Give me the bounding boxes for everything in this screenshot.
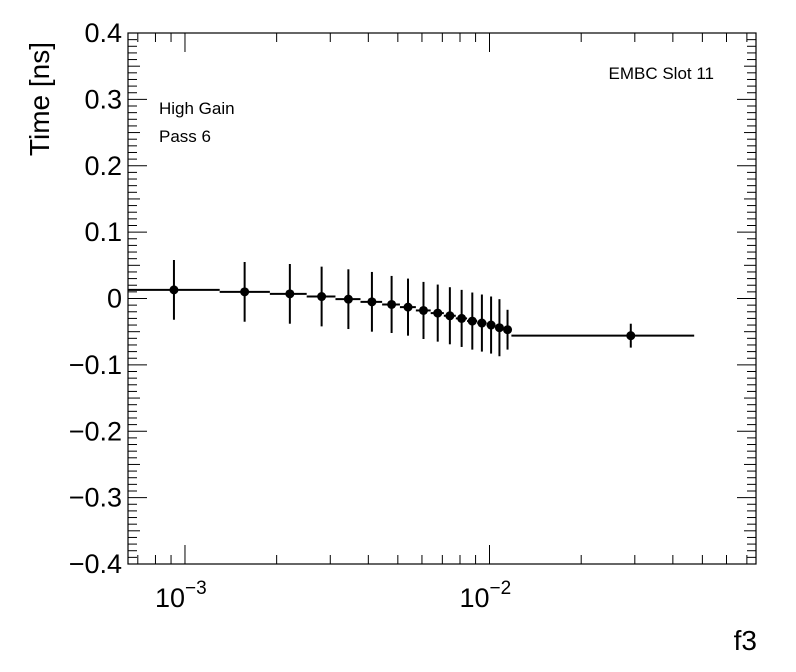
data-point bbox=[169, 285, 179, 295]
data-point bbox=[467, 316, 477, 326]
data-point bbox=[626, 331, 636, 341]
x-tick-base: 10 bbox=[460, 583, 490, 613]
y-tick-label: −0.2 bbox=[69, 416, 122, 446]
data-marks-group bbox=[128, 260, 695, 357]
x-tick-base: 10 bbox=[155, 583, 185, 613]
y-tick-label: 0.3 bbox=[84, 84, 122, 114]
data-point bbox=[457, 313, 467, 323]
data-point bbox=[486, 320, 496, 330]
x-tick-exponent: −2 bbox=[490, 578, 512, 599]
x-axis-title: f3 bbox=[734, 625, 757, 656]
data-point bbox=[477, 318, 487, 328]
y-tick-label: 0.2 bbox=[84, 151, 122, 181]
data-point bbox=[494, 323, 504, 333]
y-tick-label: −0.3 bbox=[69, 483, 122, 513]
x-tick-label: 10−2 bbox=[460, 578, 512, 613]
y-tick-label: 0 bbox=[107, 284, 122, 314]
annotation-high-gain: High Gain bbox=[159, 99, 235, 118]
text-group: High Gain Pass 6 EMBC Slot 11 f3 Time [n… bbox=[24, 42, 757, 656]
y-tick-label: −0.4 bbox=[69, 549, 122, 579]
y-tick-label: −0.1 bbox=[69, 350, 122, 380]
annotation-pass: Pass 6 bbox=[159, 127, 211, 146]
y-tick-label: 0.4 bbox=[84, 18, 122, 48]
y-axis-title: Time [ns] bbox=[24, 42, 55, 156]
data-point bbox=[343, 294, 353, 304]
axes-group: −0.4−0.3−0.2−0.100.10.20.30.410−3 10−2 bbox=[69, 18, 757, 613]
data-point bbox=[503, 325, 513, 335]
data-point bbox=[418, 305, 428, 315]
data-point bbox=[387, 299, 397, 309]
data-point bbox=[445, 311, 455, 321]
data-point bbox=[433, 308, 443, 318]
y-tick-label: 0.1 bbox=[84, 217, 122, 247]
data-point bbox=[285, 289, 295, 299]
x-tick-label: 10−3 bbox=[155, 578, 207, 613]
annotation-slot: EMBC Slot 11 bbox=[608, 64, 714, 83]
data-point bbox=[403, 302, 413, 312]
data-point bbox=[317, 292, 327, 302]
data-point bbox=[367, 297, 377, 307]
x-tick-exponent: −3 bbox=[185, 578, 207, 599]
data-point bbox=[240, 287, 250, 297]
